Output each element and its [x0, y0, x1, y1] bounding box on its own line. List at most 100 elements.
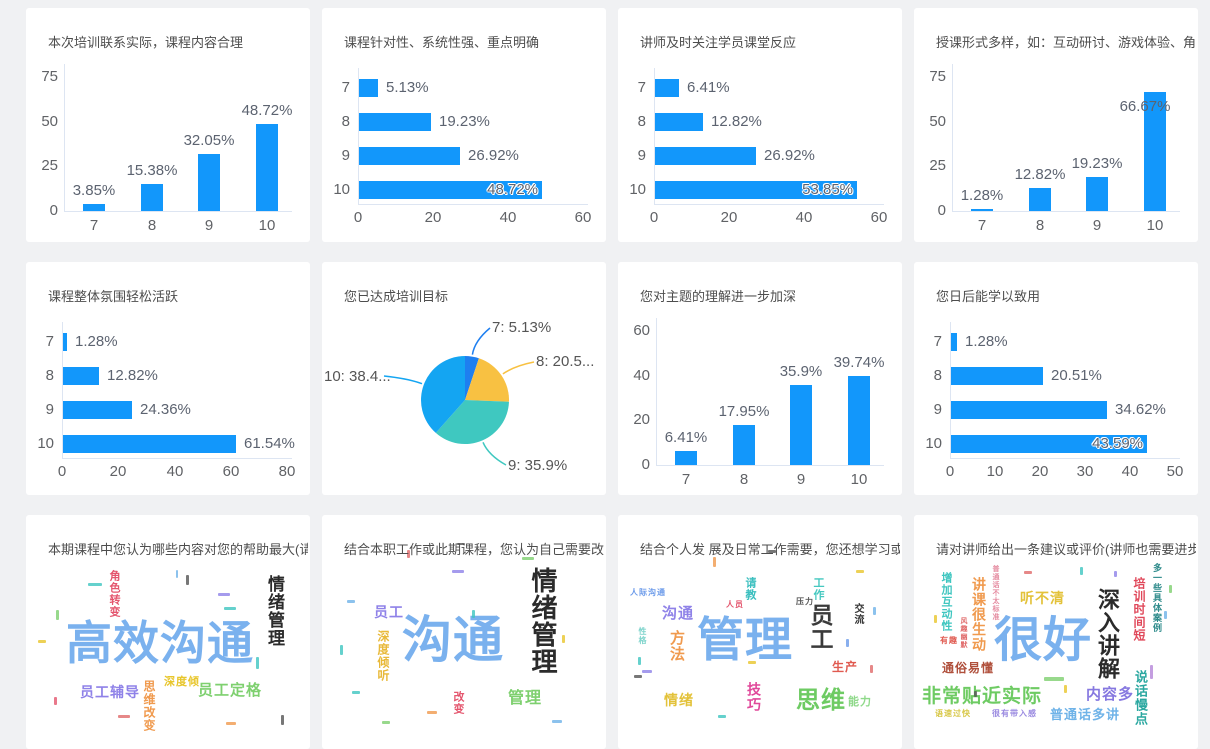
cloud-word[interactable]: 通俗易懂 [942, 661, 995, 675]
bar[interactable] [1144, 92, 1166, 211]
bar[interactable] [359, 147, 460, 165]
cloud-tiny-word-mark [352, 691, 360, 694]
bar[interactable] [655, 181, 857, 199]
cloud-tiny-word-mark [186, 575, 189, 585]
cloud-word[interactable]: 深度倾听 [376, 630, 390, 682]
cloud-word[interactable]: 高效沟通 [66, 617, 254, 669]
cloud-word[interactable]: 有趣 [940, 636, 958, 645]
bar[interactable] [1029, 188, 1051, 211]
cloud-word[interactable]: 人员 [726, 600, 744, 609]
axis-y-tick: 7 [341, 79, 350, 96]
chart-canvas: 人际沟通 请教 工作沟通 人员 压力方法 管理 员工 交流性格生产技巧 情绪 思维 能力 [618, 515, 902, 749]
bar-value-label: 6.41% [687, 79, 730, 96]
bar[interactable] [63, 367, 99, 385]
bar[interactable] [63, 333, 67, 351]
pie-slice[interactable] [435, 400, 509, 445]
axis-y-line [64, 64, 65, 212]
axis-y-tick: 8 [637, 113, 646, 130]
bar[interactable] [359, 79, 378, 97]
bar[interactable] [198, 154, 220, 211]
bar[interactable] [359, 113, 431, 131]
cloud-word[interactable]: 听不清 [1020, 590, 1065, 606]
cloud-word[interactable]: 请教 [744, 577, 756, 601]
bar[interactable] [675, 451, 697, 465]
bar[interactable] [1086, 177, 1108, 211]
cloud-word[interactable]: 管理 [697, 613, 793, 666]
bar[interactable] [655, 79, 679, 97]
bar[interactable] [971, 209, 993, 211]
cloud-word[interactable]: 思维 [796, 687, 846, 714]
cloud-word[interactable]: 情绪管理 [528, 567, 558, 675]
bar[interactable] [951, 401, 1107, 419]
axis-x-tick: 8 [1035, 217, 1045, 234]
bar[interactable] [655, 113, 703, 131]
cloud-word[interactable]: 情绪 [664, 692, 694, 708]
bar[interactable] [951, 435, 1147, 453]
bar[interactable] [951, 333, 957, 351]
cloud-word[interactable]: 思维改变 [142, 680, 156, 732]
cloud-word[interactable]: 员工 [807, 603, 833, 651]
cloud-word[interactable]: 能力 [848, 696, 872, 708]
bar[interactable] [359, 181, 542, 199]
cloud-word[interactable]: 风趣幽默 [960, 617, 967, 649]
cloud-word[interactable]: 性格 [638, 627, 647, 645]
pie-slice[interactable] [465, 358, 510, 402]
cloud-tiny-word-mark [870, 665, 873, 673]
cloud-word[interactable]: 说话慢点 [1133, 670, 1148, 726]
cloud-word[interactable]: 非常贴近实际 [922, 686, 1043, 707]
pie-slice[interactable] [421, 356, 465, 433]
bar[interactable] [733, 425, 755, 465]
axis-y-tick: 50 [929, 113, 946, 130]
cloud-word[interactable]: 普通话多讲 [1050, 707, 1121, 722]
cloud-word[interactable]: 交流 [852, 603, 863, 625]
pie-label-line [383, 375, 423, 385]
cloud-word[interactable]: 技巧 [746, 682, 762, 712]
chart-canvas: 7 8 9 10 0 10 20 30 40 50 1.28% 20.51% 34.62% 43.59% [914, 262, 1198, 495]
bar[interactable] [848, 376, 870, 465]
axis-x-tick: 40 [795, 209, 813, 226]
cloud-word[interactable]: 很有带入感 [992, 709, 1037, 718]
bar[interactable] [83, 204, 105, 211]
cloud-word[interactable]: 方法 [668, 630, 685, 662]
panel-title: 本次培训联系实际，课程内容合理 [48, 35, 244, 50]
cloud-word[interactable]: 生产 [832, 660, 859, 674]
cloud-word[interactable]: 讲课很生动 [971, 577, 987, 652]
axis-x-tick: 0 [57, 463, 67, 480]
cloud-tiny-word-mark [347, 600, 355, 603]
bar[interactable] [655, 147, 756, 165]
cloud-word[interactable]: 深入讲解 [1095, 588, 1120, 680]
cloud-tiny-word-mark [634, 675, 642, 678]
cloud-word[interactable]: 深度倾 [164, 676, 200, 688]
bar[interactable] [951, 367, 1043, 385]
bar[interactable] [63, 401, 132, 419]
cloud-word[interactable]: 人际沟通 [630, 588, 666, 597]
cloud-word[interactable]: 角色转变 [108, 570, 120, 618]
cloud-word[interactable]: 培训时间短 [1132, 577, 1146, 642]
cloud-word[interactable]: 员工辅导 [80, 684, 140, 700]
cloud-word[interactable]: 工作 [812, 577, 824, 601]
cloud-word[interactable]: 管理 [508, 690, 543, 707]
cloud-word[interactable]: 沟通 [662, 605, 695, 622]
bar[interactable] [141, 184, 163, 211]
bar[interactable] [63, 435, 236, 453]
cloud-self-improve: 结合本职工作或此期课程，您认为自己需要改进的 员工 沟通 情绪管理 深度倾听 管理 改变 [322, 515, 606, 749]
bar-value-label: 12.82% [1014, 166, 1066, 183]
cloud-word[interactable]: 多一些具体案例 [1152, 563, 1162, 633]
bar[interactable] [256, 124, 278, 211]
cloud-word[interactable]: 内容多 [1086, 686, 1135, 703]
cloud-word[interactable]: 情绪管理 [265, 575, 284, 647]
cloud-word[interactable]: 很好 [994, 614, 1093, 667]
cloud-word[interactable]: 改变 [452, 691, 464, 715]
cloud-word[interactable]: 语速过快 [935, 709, 971, 718]
bar[interactable] [790, 385, 812, 465]
cloud-word[interactable]: 压力 [796, 597, 814, 606]
cloud-word[interactable]: 员工定格 [198, 682, 263, 699]
chart-canvas: 7 8 9 10 0 20 40 60 6.41% 12.82% 26.92% 53.85% [618, 8, 902, 242]
axis-x-line [654, 204, 884, 205]
cloud-word[interactable]: 沟通 [402, 612, 504, 668]
cloud-word[interactable]: 员工 [374, 604, 404, 620]
cloud-word[interactable]: 增加互动性 [940, 572, 952, 632]
pie-slice[interactable] [465, 356, 479, 400]
panel-course-focus: 课程针对性、系统性强、重点明确 7 8 9 10 0 20 40 60 5.13% 19.23% 2… [322, 8, 606, 242]
cloud-word[interactable]: 普通话不太标准 [992, 565, 999, 621]
